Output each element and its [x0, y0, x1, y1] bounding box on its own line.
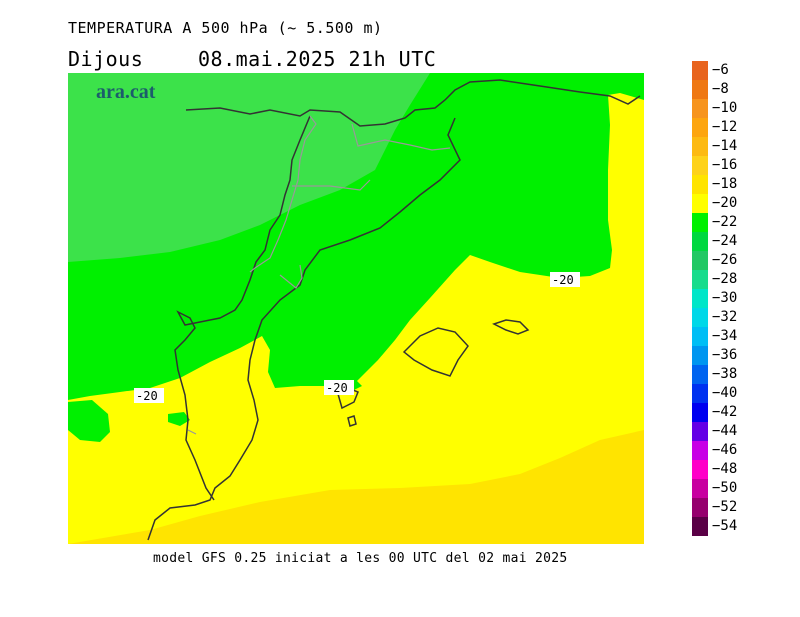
legend-label: −40 [712, 385, 738, 401]
legend-label: −54 [712, 518, 738, 534]
legend-label: −14 [712, 138, 738, 154]
legend-label: −22 [712, 214, 738, 230]
legend-label: −10 [712, 100, 738, 116]
model-info: model GFS 0.25 iniciat a les 00 UTC del … [153, 551, 568, 566]
legend-swatch [692, 441, 708, 460]
legend-swatch [692, 80, 708, 99]
legend-label: −52 [712, 499, 738, 515]
legend-label: −8 [712, 81, 729, 97]
legend-label: −32 [712, 309, 738, 325]
legend-label: −6 [712, 62, 729, 78]
contour-label: -20 [326, 381, 348, 395]
legend-swatch [692, 498, 708, 517]
legend-label: −24 [712, 233, 738, 249]
legend-label: −16 [712, 157, 738, 173]
legend-label: −26 [712, 252, 738, 268]
legend-swatch [692, 479, 708, 498]
forecast-datetime: 08.mai.2025 21h UTC [198, 47, 437, 71]
coastlines [147, 79, 641, 541]
contour-labels: -20 -20 -20 [134, 272, 580, 403]
legend-swatch [692, 156, 708, 175]
contour-label: -20 [136, 389, 158, 403]
legend-label: −28 [712, 271, 738, 287]
contour-label: -20 [552, 273, 574, 287]
legend-swatch [692, 289, 708, 308]
legend-label: −46 [712, 442, 738, 458]
map-title: TEMPERATURA A 500 hPa (~ 5.500 m) [68, 19, 383, 37]
legend-label: −30 [712, 290, 738, 306]
legend-label: −12 [712, 119, 738, 135]
legend-label: −38 [712, 366, 738, 382]
legend-swatch [692, 384, 708, 403]
legend-swatch [692, 194, 708, 213]
legend-label: −34 [712, 328, 738, 344]
legend-label: −42 [712, 404, 738, 420]
borders [187, 115, 451, 435]
green-patch-small [168, 412, 190, 426]
legend-swatch [692, 270, 708, 289]
legend-swatch [692, 517, 708, 536]
legend-swatch [692, 422, 708, 441]
legend-swatch [692, 460, 708, 479]
legend-swatch [692, 308, 708, 327]
brand-logo: ara.cat [96, 81, 156, 103]
legend-swatch [692, 251, 708, 270]
zone-minus18-minus16 [68, 430, 644, 544]
zone-below-minus22 [68, 73, 430, 262]
legend-swatch [692, 403, 708, 422]
legend-swatch [692, 61, 708, 80]
legend-label: −44 [712, 423, 738, 439]
forecast-day: Dijous [68, 47, 144, 71]
green-patch-west [68, 400, 110, 442]
legend-swatch [692, 365, 708, 384]
legend-label: −50 [712, 480, 738, 496]
legend-swatch [692, 118, 708, 137]
legend-label: −18 [712, 176, 738, 192]
legend-swatch [692, 137, 708, 156]
legend-swatch [692, 327, 708, 346]
zone-minus20-minus18 [68, 93, 644, 544]
legend-swatch [692, 99, 708, 118]
legend-label: −48 [712, 461, 738, 477]
legend-label: −36 [712, 347, 738, 363]
legend-swatch [692, 213, 708, 232]
legend-swatch [692, 232, 708, 251]
legend-swatch [692, 175, 708, 194]
legend-swatch [692, 346, 708, 365]
legend-label: −20 [712, 195, 738, 211]
